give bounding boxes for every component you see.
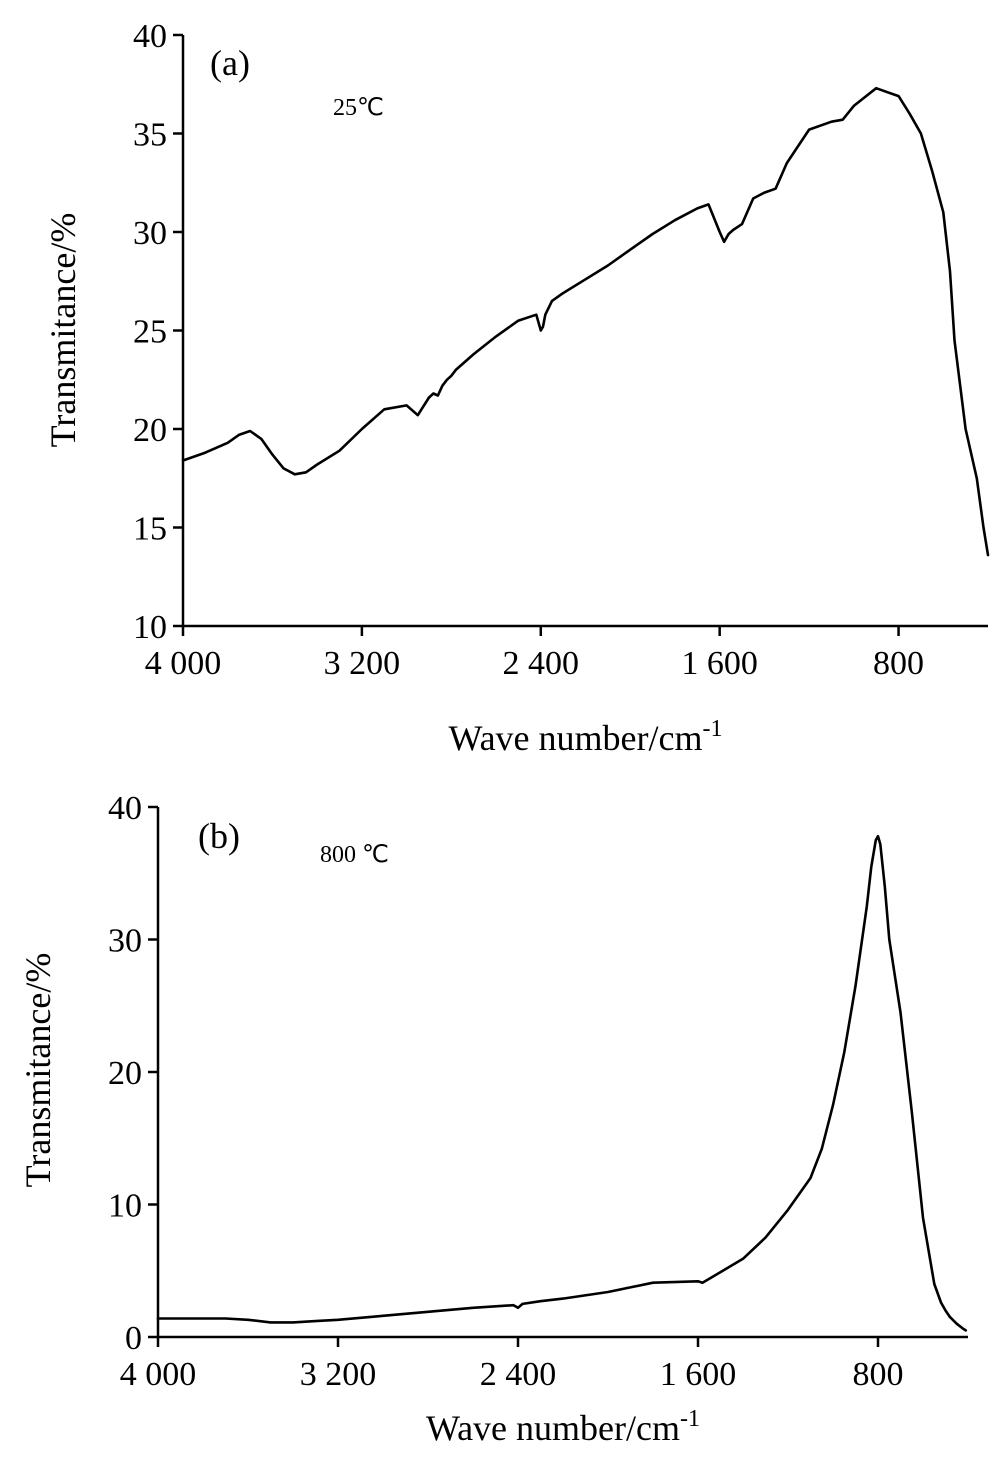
chart-a-temperature-annotation: 25℃: [333, 95, 384, 121]
chart-a-x-tick-label: 3 200: [324, 645, 401, 682]
chart-a-x-axis-title: Wave number/cm-1: [448, 716, 722, 758]
chart-b-y-tick-label: 20: [108, 1055, 142, 1092]
chart-b-y-tick-label: 30: [108, 923, 142, 960]
chart-a-x-tick-label: 2 400: [503, 645, 580, 682]
chart-b-x-tick-label: 4 000: [120, 1356, 197, 1393]
chart-b: 0 10 20 30 40 4 000 3 200 2 400 1 600 800 Wave num…: [18, 790, 968, 1448]
chart-b-x-tick-label: 3 200: [300, 1356, 377, 1393]
chart-b-temperature-annotation: 800 ℃: [320, 842, 389, 868]
chart-a-y-tick-label: 30: [133, 215, 167, 252]
chart-a-y-tick-label: 25: [133, 314, 167, 351]
chart-b-y-tick-label: 0: [125, 1320, 142, 1357]
chart-a-x-tick-label: 4 000: [145, 645, 222, 682]
chart-b-panel-label: (b): [198, 816, 240, 856]
chart-a-y-tick-label: 15: [133, 511, 167, 548]
chart-b-x-tick-label: 2 400: [480, 1356, 557, 1393]
chart-a-x-tick-label: 1 600: [681, 645, 758, 682]
chart-a-y-tick-label: 10: [133, 609, 167, 646]
chart-b-x-tick-label: 800: [853, 1356, 904, 1393]
chart-b-y-axis-title: Transmitance/%: [18, 953, 58, 1188]
chart-a-y-tick-label: 20: [133, 412, 167, 449]
chart-a-panel-label: (a): [210, 43, 250, 83]
chart-a-y-tick-label: 40: [133, 18, 167, 55]
chart-a-x-tick-label: 800: [873, 645, 924, 682]
chart-b-spectrum-line: [156, 834, 968, 1332]
chart-b-y-tick-label: 10: [108, 1188, 142, 1225]
chart-a-spectrum-line: [181, 86, 990, 557]
chart-b-y-tick-label: 40: [108, 790, 142, 827]
chart-b-x-axis-title: Wave number/cm-1: [426, 1406, 700, 1448]
chart-a-y-axis-title: Transmitance/%: [43, 213, 83, 448]
chart-a: 10 15 20 25 30 35 40 4 000 3 200 2 400 1 600 800 Wav…: [43, 18, 990, 758]
chart-a-y-tick-label: 35: [133, 117, 167, 154]
chart-b-x-tick-label: 1 600: [660, 1356, 737, 1393]
